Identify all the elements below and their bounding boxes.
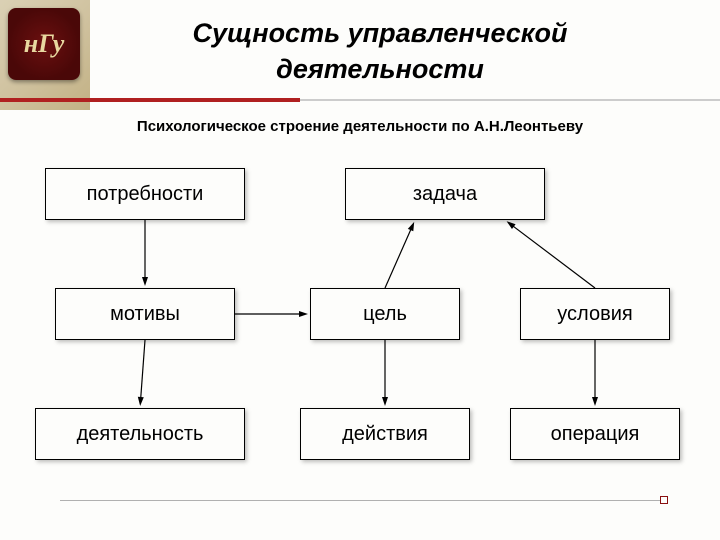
logo-monogram: нГу [24,29,65,59]
node-motives: мотивы [55,288,235,340]
node-activity: деятельность [35,408,245,460]
node-operation: операция [510,408,680,460]
node-task: задача [345,168,545,220]
footer-divider [60,500,660,501]
title-divider [0,98,720,102]
node-needs: потребности [45,168,245,220]
slide-title-line2: деятельности [100,54,660,85]
node-actions: действия [300,408,470,460]
node-goal: цель [310,288,460,340]
footer-ornament [660,496,668,504]
slide-title-line1: Сущность управленческой [100,18,660,49]
logo-emblem: нГу [8,8,80,80]
subtitle: Психологическое строение деятельности по… [40,118,680,135]
node-conditions: условия [520,288,670,340]
